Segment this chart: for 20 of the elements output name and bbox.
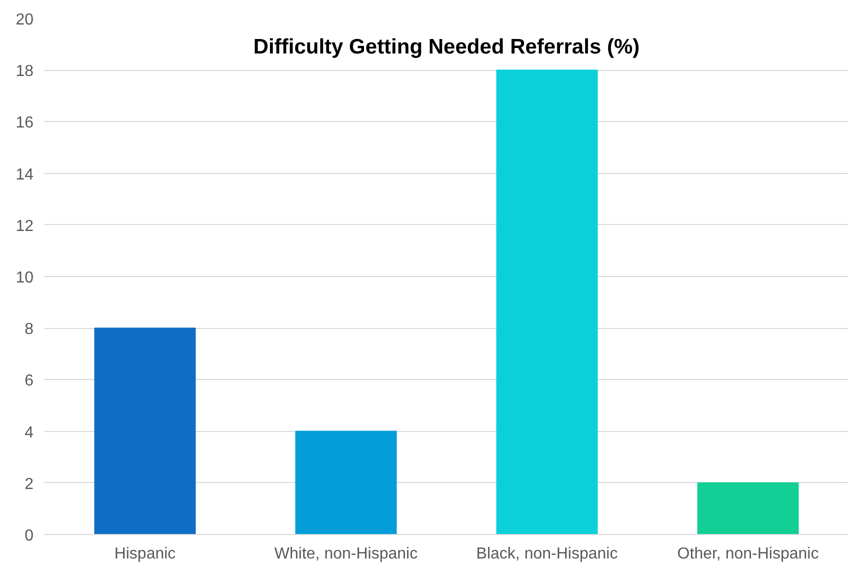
y-tick-label: 2: [24, 476, 34, 493]
y-tick-label: 4: [24, 424, 34, 442]
bar: [496, 70, 598, 534]
bar: [94, 328, 196, 534]
y-tick-label: 16: [16, 114, 34, 132]
x-tick-label: Hispanic: [114, 546, 176, 562]
x-tick-label: White, non-Hispanic: [274, 546, 418, 562]
y-tick-label: 8: [24, 321, 34, 338]
y-tick-label: 20: [16, 12, 34, 28]
y-tick-label: 12: [16, 218, 34, 235]
x-tick-label: Other, non-Hispanic: [677, 546, 819, 562]
y-tick-label: 10: [16, 270, 34, 286]
y-tick-label: 14: [16, 166, 34, 184]
y-tick-label: 6: [24, 372, 34, 390]
y-tick-label: 18: [16, 63, 34, 80]
x-tick-label: Black, non-Hispanic: [476, 546, 618, 562]
bar: [697, 482, 799, 534]
y-tick-label: 0: [24, 528, 34, 544]
bar: [295, 430, 397, 534]
text: Difficulty Getting Needed Referrals (%): [253, 36, 640, 58]
